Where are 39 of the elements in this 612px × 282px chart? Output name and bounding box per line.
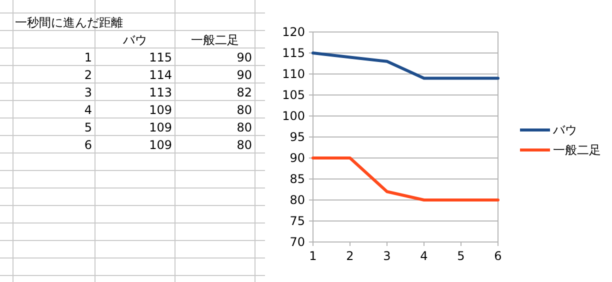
y-tick-label: 110 xyxy=(282,67,305,82)
x-tick-label: 3 xyxy=(383,249,391,263)
y-tick-label: 4 xyxy=(84,103,92,117)
y-tick-label: 95 xyxy=(290,130,305,144)
y-tick-label: 100 xyxy=(282,109,305,124)
data-label: 115 xyxy=(149,50,172,64)
data-label: 109 xyxy=(149,138,172,152)
data-label: 114 xyxy=(149,68,172,82)
data-label: 109 xyxy=(149,103,172,117)
y-tick-label: 105 xyxy=(282,88,305,102)
y-tick-label: 6 xyxy=(84,138,92,152)
x-tick-label: 4 xyxy=(420,249,428,263)
y-tick-label: 70 xyxy=(290,235,305,250)
x-tick-label: 2 xyxy=(346,249,354,263)
y-tick-label: 2 xyxy=(84,68,92,82)
data-label: 109 xyxy=(149,120,172,134)
y-tick-label: 3 xyxy=(84,86,92,100)
data-label: 80 xyxy=(236,120,252,134)
x-tick-label: 5 xyxy=(457,249,465,263)
chart-title: 一秒間に進んだ距離 xyxy=(15,16,123,30)
x-tick-label: 1 xyxy=(309,249,317,263)
data-label: 80 xyxy=(236,138,252,152)
data-label: 90 xyxy=(236,68,252,82)
y-tick-label: 80 xyxy=(290,193,305,208)
data-label: 113 xyxy=(149,86,172,100)
y-tick-label: 5 xyxy=(84,120,92,134)
y-tick-label: 1 xyxy=(84,50,92,64)
y-tick-label: 85 xyxy=(290,172,305,186)
y-tick-label: 90 xyxy=(290,151,305,166)
legend-label: バウ xyxy=(552,123,577,138)
data-label: 82 xyxy=(236,86,252,100)
line-series xyxy=(312,52,500,80)
y-tick-label: 115 xyxy=(282,46,305,60)
legend-label: 一般二足 xyxy=(553,143,601,158)
y-tick-label: 75 xyxy=(290,214,305,228)
y-tick-label: 120 xyxy=(282,25,305,40)
data-label: 80 xyxy=(236,103,252,117)
x-tick-label: 6 xyxy=(494,249,502,263)
data-label: 90 xyxy=(236,50,252,64)
